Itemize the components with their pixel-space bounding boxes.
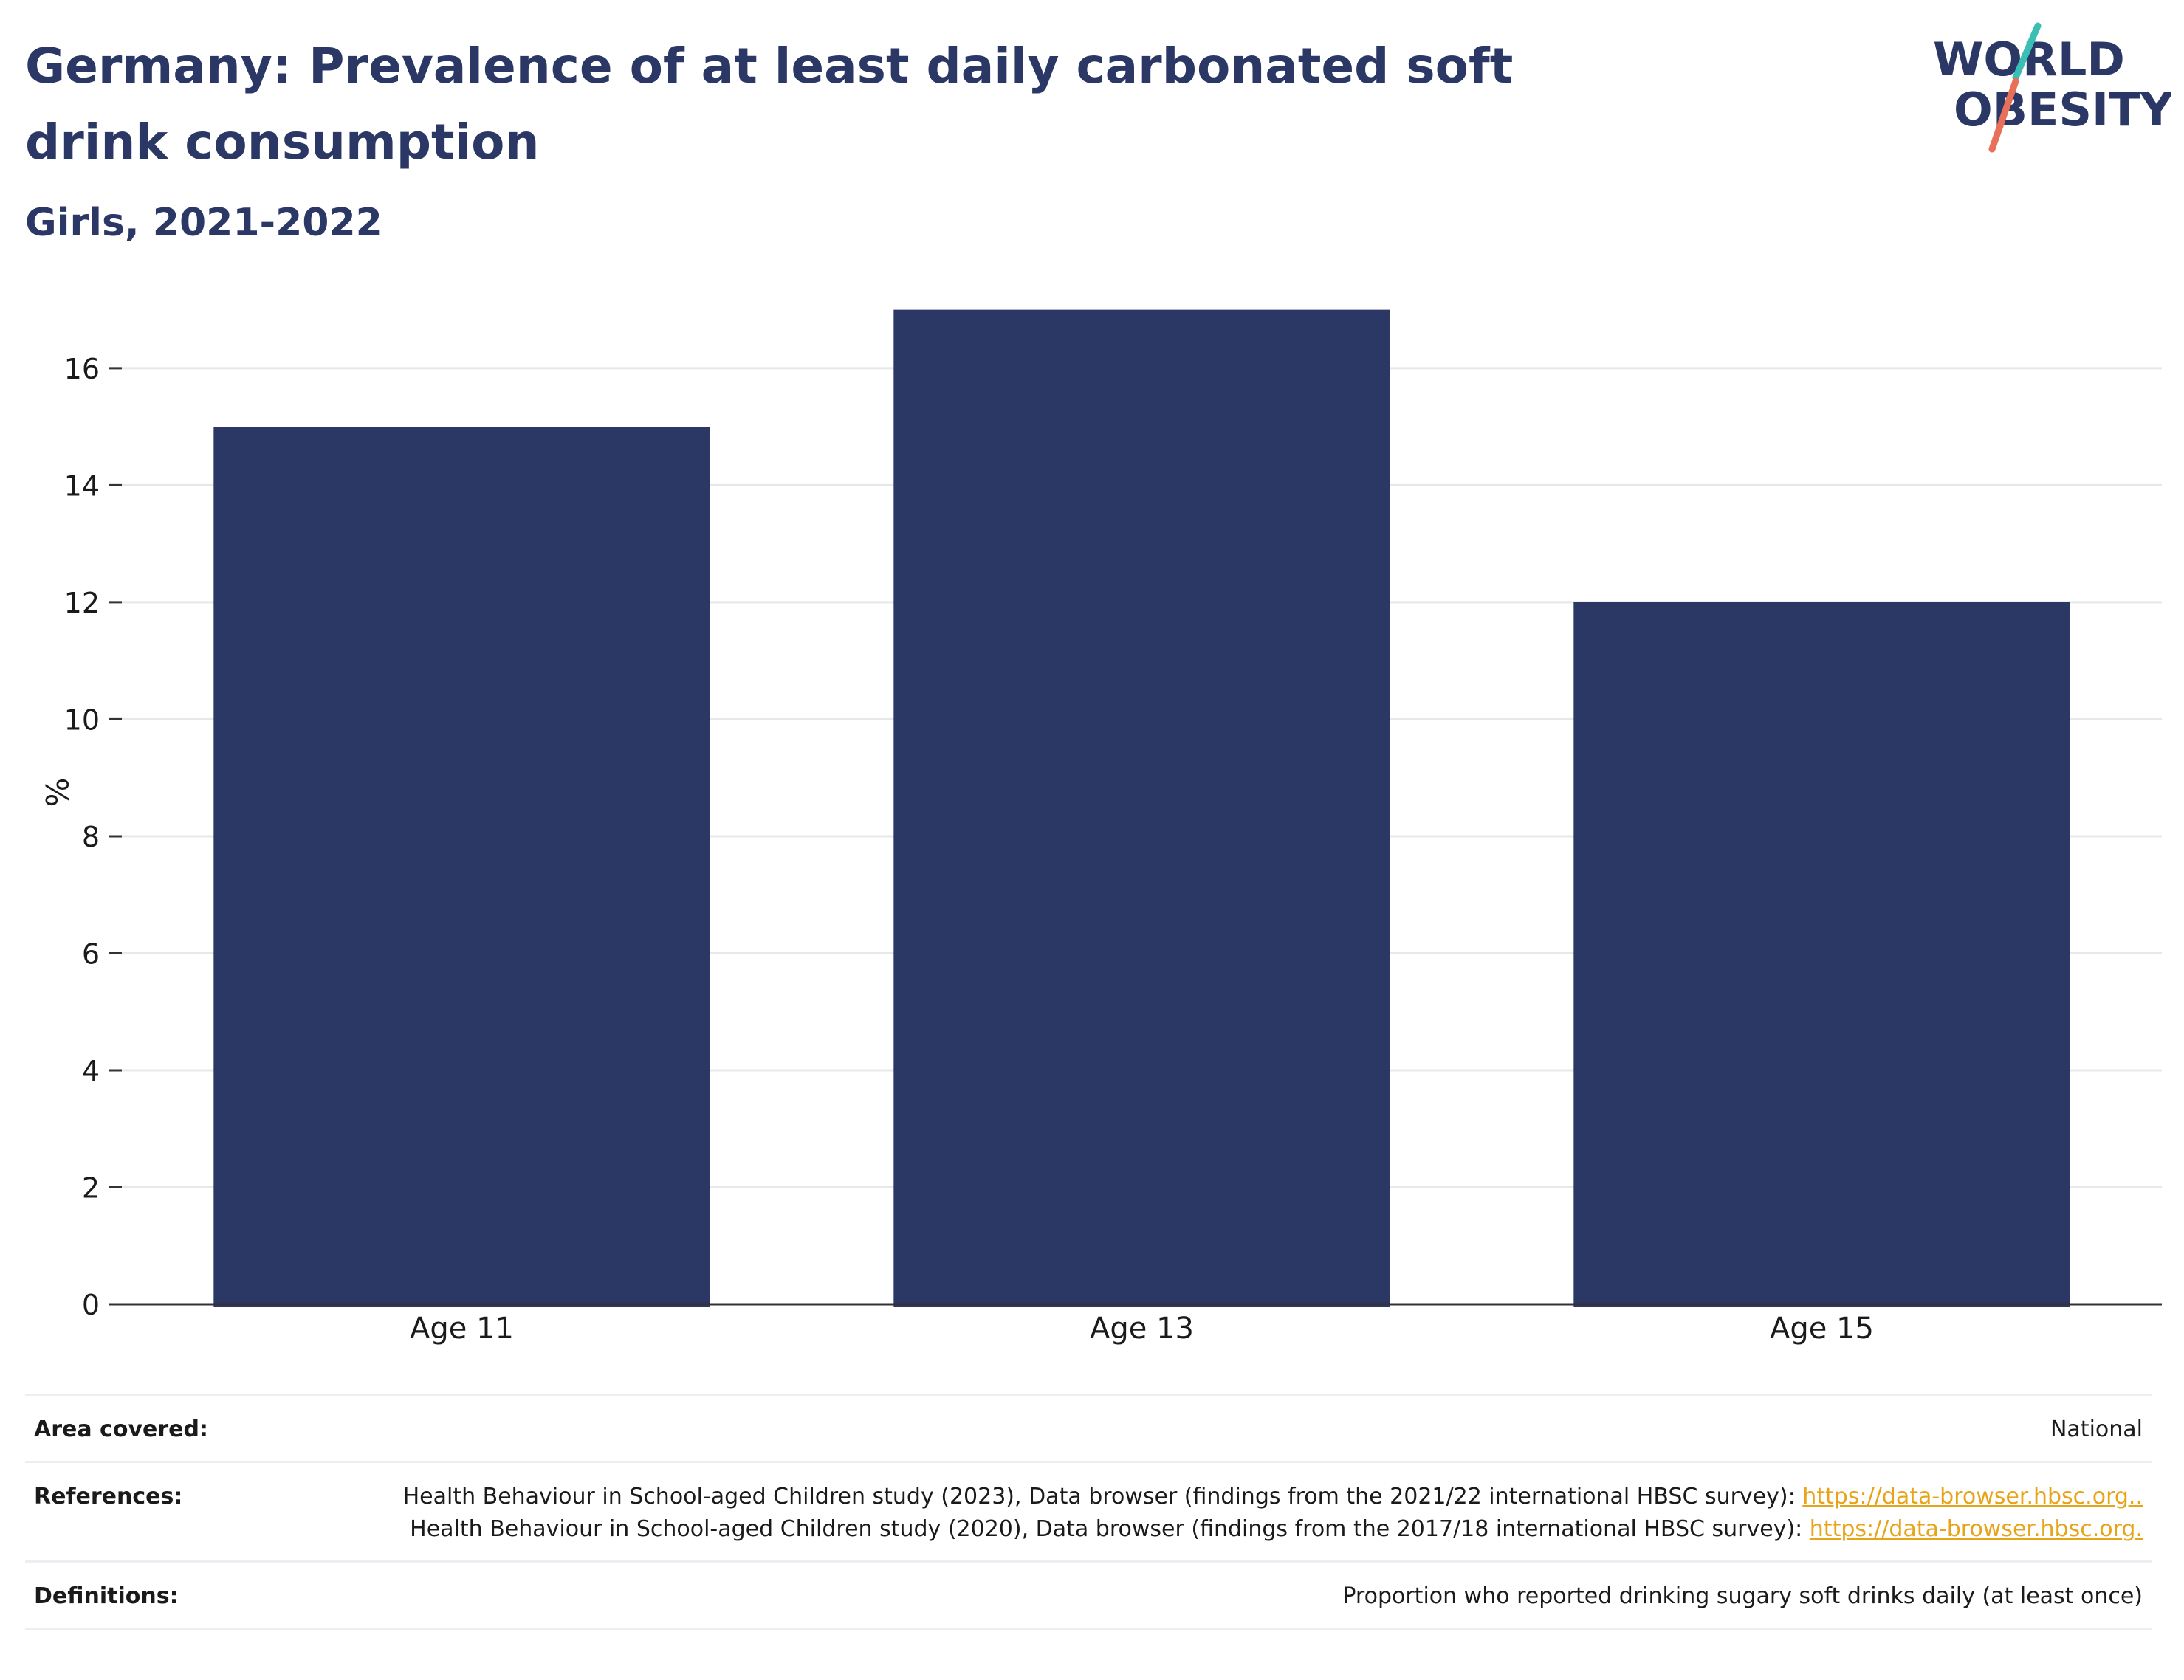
chart-subtitle: Girls, 2021-2022: [25, 201, 382, 245]
x-tick-label: Age 15: [1770, 1312, 1874, 1346]
definitions-label: Definitions:: [34, 1583, 179, 1609]
references-text-1: Health Behaviour in School-aged Children…: [402, 1484, 1796, 1509]
references-value: Health Behaviour in School-aged Children…: [371, 1481, 2143, 1546]
chart-title: Germany: Prevalence of at least daily ca…: [25, 38, 1514, 171]
metadata-table: Area covered: National References: Healt…: [25, 1394, 2152, 1630]
logo-slash-top: [2012, 22, 2042, 81]
y-tick-label: 8: [82, 821, 100, 853]
area-covered-value: National: [2050, 1416, 2143, 1442]
y-axis-label: %: [38, 778, 75, 808]
references-text-2: Health Behaviour in School-aged Children…: [410, 1516, 1810, 1542]
meta-row-area: Area covered: National: [25, 1394, 2152, 1461]
y-tick-label: 4: [82, 1055, 100, 1087]
definitions-value: Proportion who reported drinking sugary …: [1342, 1583, 2143, 1609]
bar: [213, 427, 710, 1307]
bar: [893, 309, 1390, 1308]
y-tick-label: 12: [64, 587, 100, 619]
references-link-2[interactable]: https://data-browser.hbsc.org.: [1809, 1516, 2143, 1542]
x-tick-label: Age 13: [1090, 1312, 1194, 1346]
y-tick-label: 14: [64, 469, 100, 502]
bars: [213, 309, 2070, 1308]
y-tick-label: 2: [82, 1171, 100, 1204]
meta-row-definitions: Definitions: Proportion who reported dri…: [25, 1560, 2152, 1630]
world-obesity-logo: WORLD OBESITY: [1933, 22, 2171, 153]
logo-text-obesity: OBESITY: [1954, 83, 2171, 137]
y-axis-ticks: 0 2 4 6 8 10 12 14 16: [64, 353, 122, 1321]
y-tick-label: 6: [82, 937, 100, 970]
y-tick-label: 16: [64, 353, 100, 385]
area-covered-label: Area covered:: [34, 1416, 208, 1442]
references-label: References:: [34, 1484, 183, 1509]
bar: [1573, 602, 2070, 1307]
logo-slash-bottom: [1988, 78, 2019, 153]
x-axis-ticks: Age 11 Age 13 Age 15: [410, 1312, 1874, 1346]
x-tick-label: Age 11: [410, 1312, 514, 1346]
y-tick-label: 0: [82, 1289, 100, 1321]
meta-row-references: References: Health Behaviour in School-a…: [25, 1461, 2152, 1560]
bar-chart: 0 2 4 6 8 10 12 14 16 Age 11 Age 13 Age 15 %: [38, 309, 2162, 1346]
y-tick-label: 10: [64, 703, 100, 736]
references-link-1[interactable]: https://data-browser.hbsc.org..: [1802, 1484, 2143, 1509]
